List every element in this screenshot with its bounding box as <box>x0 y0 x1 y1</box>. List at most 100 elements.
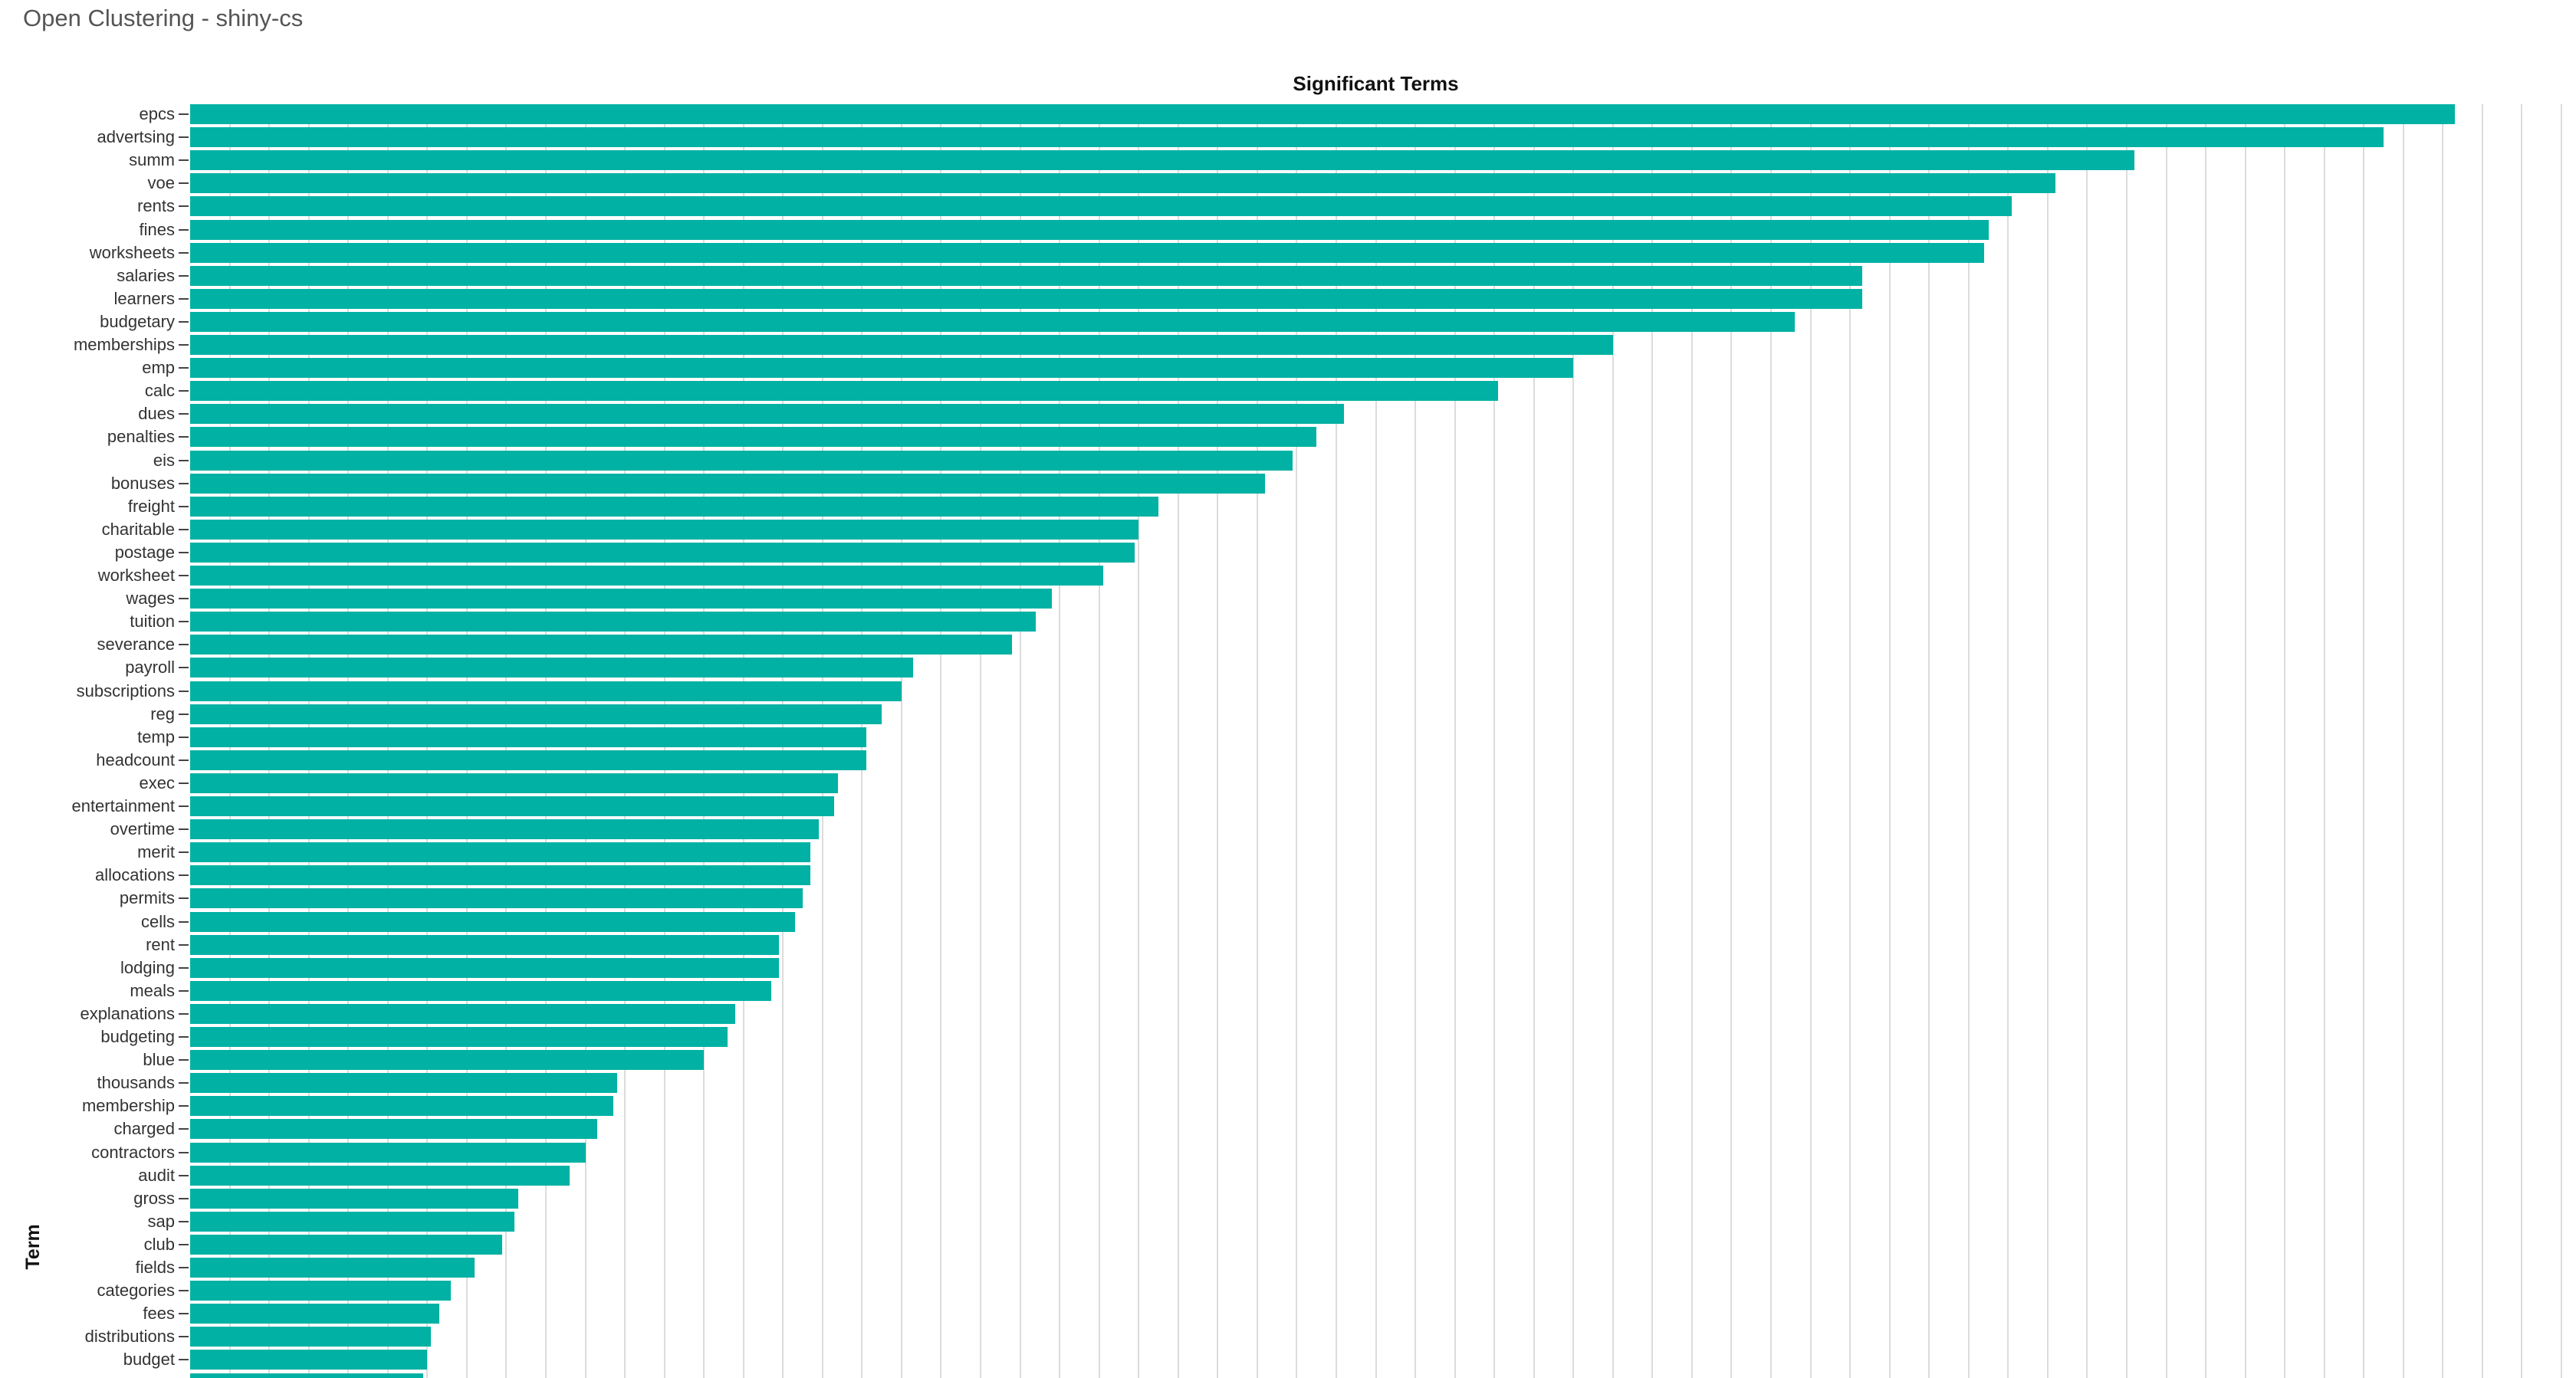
bar-postage[interactable] <box>190 543 1135 563</box>
bar-gross[interactable] <box>190 1189 518 1209</box>
bar-salaries[interactable] <box>190 266 1862 286</box>
bar-temp[interactable] <box>190 727 866 747</box>
x-gridline <box>2521 104 2522 1378</box>
bar-rent[interactable] <box>190 935 779 955</box>
y-tick-label: epcs <box>139 104 175 123</box>
bar-explanations[interactable] <box>190 1004 735 1024</box>
y-tick-mark <box>179 413 189 415</box>
bar-distributions[interactable] <box>190 1327 431 1347</box>
y-tick-label: membership <box>81 1096 175 1115</box>
bar-thousands[interactable] <box>190 1073 617 1093</box>
x-gridline <box>1414 104 1416 1378</box>
y-tick-mark <box>179 667 189 668</box>
bar-penalties[interactable] <box>190 427 1316 447</box>
bar-budgetary[interactable] <box>190 312 1795 332</box>
y-tick-mark <box>179 1244 189 1245</box>
bar-emp[interactable] <box>190 358 1573 378</box>
bar-meals[interactable] <box>190 981 771 1001</box>
x-gridline <box>901 104 902 1378</box>
y-tick-mark <box>179 828 189 830</box>
y-tick-mark <box>179 1267 189 1268</box>
y-tick-label: fines <box>139 220 175 239</box>
bar-entertainment[interactable] <box>190 796 834 816</box>
bar-clipped[interactable] <box>190 1373 423 1378</box>
bar-overtime[interactable] <box>190 819 819 839</box>
bar-club[interactable] <box>190 1235 502 1255</box>
bar-reg[interactable] <box>190 704 882 724</box>
bar-exec[interactable] <box>190 773 838 793</box>
y-tick-mark <box>179 205 189 207</box>
bar-freight[interactable] <box>190 497 1158 517</box>
y-tick-label: explanations <box>80 1004 175 1023</box>
y-tick-mark <box>179 436 189 438</box>
x-gridline <box>2245 104 2246 1378</box>
bar-headcount[interactable] <box>190 750 866 770</box>
bar-payroll[interactable] <box>190 658 913 678</box>
y-tick-label: payroll <box>125 658 175 677</box>
x-gridline <box>1138 104 1139 1378</box>
bar-contractors[interactable] <box>190 1143 586 1163</box>
bar-categories[interactable] <box>190 1281 451 1301</box>
bar-fees[interactable] <box>190 1304 439 1324</box>
bar-worksheets[interactable] <box>190 243 1984 263</box>
y-tick-label: postage <box>114 543 175 562</box>
y-tick-mark <box>179 136 189 138</box>
x-gridline <box>2403 104 2404 1378</box>
bar-worksheet[interactable] <box>190 566 1103 586</box>
y-tick-mark <box>179 1221 189 1222</box>
bar-epcs[interactable] <box>190 104 2455 124</box>
bar-charged[interactable] <box>190 1119 597 1139</box>
y-tick-label: tuition <box>130 612 175 631</box>
y-tick-mark <box>179 944 189 946</box>
x-gridline <box>2324 104 2325 1378</box>
bar-fines[interactable] <box>190 220 1989 240</box>
bar-allocations[interactable] <box>190 865 810 885</box>
bar-dues[interactable] <box>190 404 1344 424</box>
y-tick-label: rent <box>146 935 175 954</box>
bar-cells[interactable] <box>190 912 795 932</box>
bar-tuition[interactable] <box>190 612 1036 632</box>
y-tick-label: contractors <box>91 1143 175 1162</box>
bar-wages[interactable] <box>190 589 1052 609</box>
bar-lodging[interactable] <box>190 958 779 978</box>
bar-learners[interactable] <box>190 289 1862 309</box>
bar-voe[interactable] <box>190 173 2055 193</box>
y-tick-mark <box>179 1359 189 1360</box>
bar-bonuses[interactable] <box>190 474 1265 494</box>
x-gridline <box>1533 104 1535 1378</box>
y-tick-mark <box>179 298 189 300</box>
bar-eis[interactable] <box>190 451 1293 471</box>
y-tick-label: wages <box>126 589 175 608</box>
x-gridline <box>1810 104 1812 1378</box>
bar-memberships[interactable] <box>190 335 1613 355</box>
page-title: Open Clustering - shiny-cs <box>23 5 304 31</box>
y-tick-mark <box>179 1013 189 1015</box>
bar-budget[interactable] <box>190 1350 427 1370</box>
y-tick-mark <box>179 691 189 692</box>
bar-subscriptions[interactable] <box>190 681 902 701</box>
bar-fields[interactable] <box>190 1258 475 1278</box>
bar-permits[interactable] <box>190 888 803 908</box>
bar-advertsing[interactable] <box>190 127 2384 147</box>
bar-rents[interactable] <box>190 196 2012 216</box>
x-gridline <box>1454 104 1456 1378</box>
bar-membership[interactable] <box>190 1096 613 1116</box>
bar-sap[interactable] <box>190 1212 514 1232</box>
bar-summ[interactable] <box>190 150 2134 170</box>
bar-budgeting[interactable] <box>190 1027 728 1047</box>
bar-merit[interactable] <box>190 842 810 862</box>
y-tick-mark <box>179 159 189 161</box>
y-tick-mark <box>179 1290 189 1291</box>
y-tick-mark <box>179 805 189 807</box>
bar-severance[interactable] <box>190 635 1012 655</box>
bar-blue[interactable] <box>190 1050 704 1070</box>
bar-charitable[interactable] <box>190 520 1138 540</box>
x-gridline <box>2126 104 2128 1378</box>
y-tick-label: emp <box>142 358 175 377</box>
y-tick-mark <box>179 1036 189 1038</box>
y-tick-label: penalties <box>107 427 175 446</box>
bar-audit[interactable] <box>190 1166 570 1186</box>
chart-title: Significant Terms <box>1293 72 1459 95</box>
bar-calc[interactable] <box>190 381 1498 401</box>
y-tick-label: learners <box>113 289 175 308</box>
